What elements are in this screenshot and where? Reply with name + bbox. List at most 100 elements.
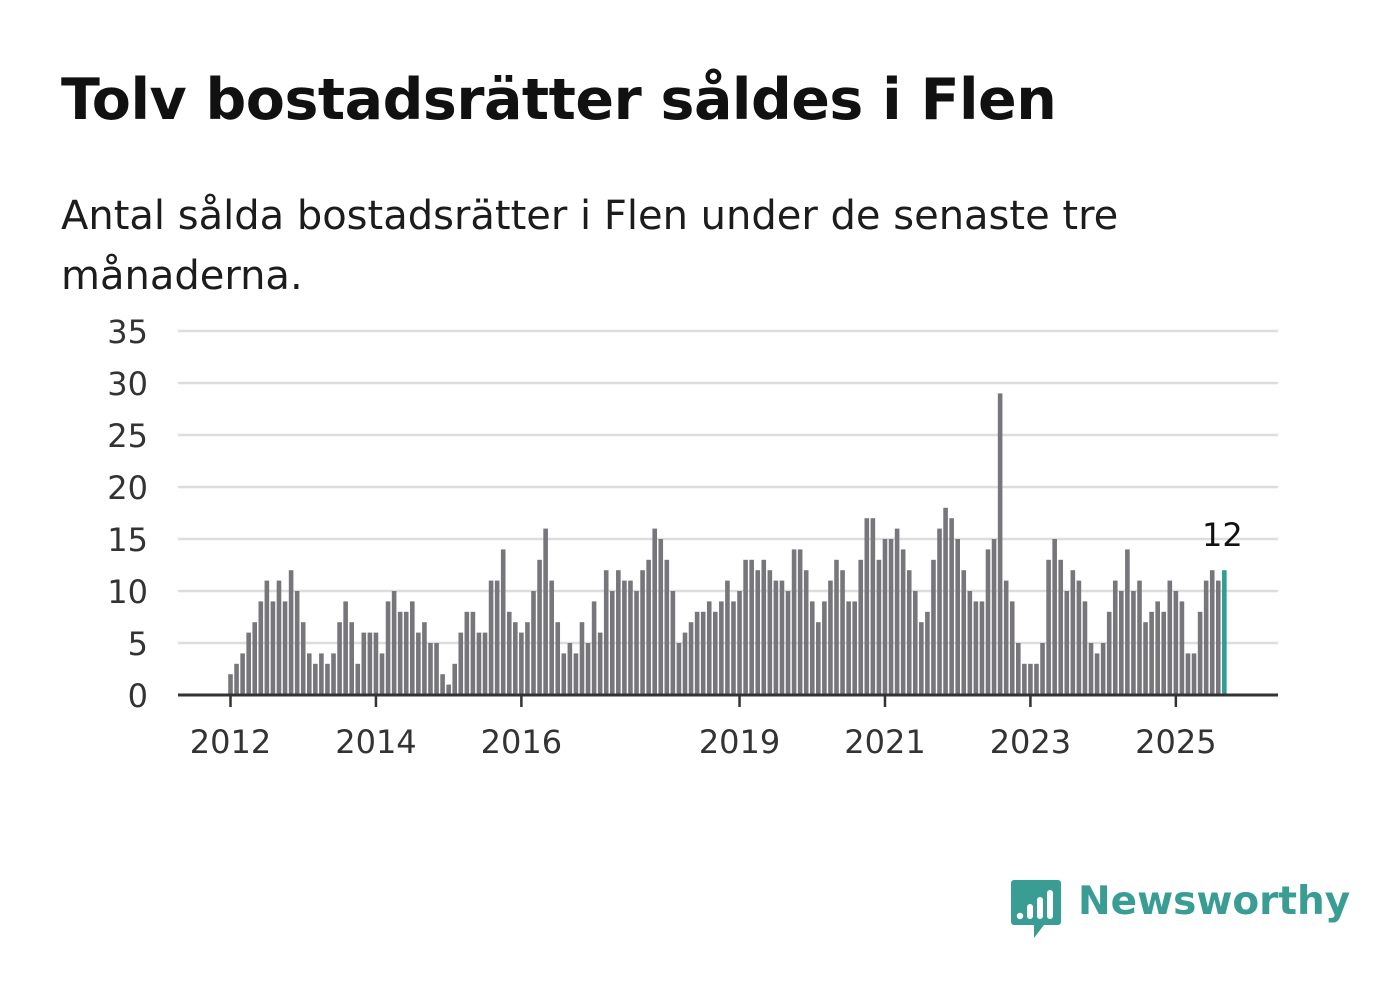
bar [410, 601, 415, 695]
bar [367, 632, 373, 695]
bar [870, 518, 876, 695]
bar [906, 570, 912, 695]
bar [1161, 611, 1167, 695]
bar [1076, 580, 1082, 695]
bar [331, 653, 336, 695]
bar [270, 601, 276, 695]
x-tick-label: 2021 [844, 723, 925, 761]
bar [1082, 601, 1088, 695]
bar [500, 549, 506, 695]
bar [840, 570, 845, 695]
bar [664, 559, 670, 695]
bar [1106, 611, 1112, 695]
bar [1088, 643, 1094, 695]
bar [888, 539, 894, 695]
bar [658, 539, 664, 695]
bar [985, 549, 991, 695]
bar [797, 549, 803, 695]
bar [555, 622, 561, 695]
bar [1040, 643, 1045, 695]
bar [458, 632, 464, 695]
bar [446, 684, 451, 695]
bar [1173, 591, 1179, 695]
bar [361, 632, 367, 695]
x-tick-label: 2019 [699, 723, 780, 761]
bar [876, 559, 882, 695]
bar [1034, 663, 1039, 695]
bars [228, 393, 1227, 695]
bar [1215, 580, 1221, 695]
bar [822, 601, 827, 695]
bar [1003, 580, 1009, 695]
bar [597, 632, 603, 695]
bar [313, 663, 318, 695]
bar [294, 591, 300, 695]
bar [488, 580, 494, 695]
bar [403, 611, 409, 695]
bar [464, 611, 470, 695]
bar [1149, 611, 1154, 695]
bar [579, 622, 585, 695]
bar [422, 622, 427, 695]
x-tick-label: 2025 [1135, 723, 1216, 761]
bar [288, 570, 294, 695]
bar [264, 580, 270, 695]
bar [549, 580, 554, 695]
y-tick-label: 35 [107, 313, 148, 351]
bar [931, 559, 936, 695]
bar [773, 580, 779, 695]
bar [912, 591, 918, 695]
bar-chart-icon [1011, 880, 1061, 938]
bar [1064, 591, 1070, 695]
bar [482, 632, 488, 695]
bar [961, 570, 967, 695]
bar [246, 632, 251, 695]
bar [949, 518, 954, 695]
y-tick-label: 30 [107, 365, 148, 403]
bar [1125, 549, 1130, 695]
bar [640, 570, 645, 695]
chart-title: Tolv bostadsrätter såldes i Flen [61, 67, 1057, 133]
x-tick-label: 2016 [481, 723, 562, 761]
bar [385, 601, 391, 695]
bar [785, 591, 791, 695]
bar [670, 591, 676, 695]
bar [337, 622, 342, 695]
bar [616, 570, 621, 695]
bar [1131, 591, 1136, 695]
bar [997, 393, 1003, 695]
bar [943, 507, 948, 695]
bar [828, 580, 833, 695]
bar [1179, 601, 1185, 695]
bar [585, 643, 591, 695]
bar [391, 591, 397, 695]
bar [506, 611, 512, 695]
bar [1112, 580, 1118, 695]
bar [937, 528, 942, 695]
bar [252, 622, 258, 695]
bar [755, 570, 761, 695]
bar [973, 601, 979, 695]
bar [379, 653, 385, 695]
bar [494, 580, 500, 695]
grid-lines [178, 329, 1278, 645]
brand-name: Newsworthy [1078, 879, 1351, 924]
bar [925, 611, 930, 695]
bar [349, 622, 354, 695]
bar [519, 632, 524, 695]
y-tick-label: 10 [107, 573, 148, 611]
bar [306, 653, 312, 695]
chart-subtitle: Antal sålda bostadsrätter i Flen under d… [61, 193, 1119, 299]
bar [258, 601, 264, 695]
bar [628, 580, 633, 695]
x-axis-ticks: 2012 2014 2016 2019 2021 2023 2025 [190, 695, 1217, 761]
bar [731, 601, 736, 695]
bar [561, 653, 567, 695]
bar [531, 591, 536, 695]
bar [567, 643, 573, 695]
bar [834, 559, 839, 695]
bar [882, 539, 888, 695]
bar [864, 518, 870, 695]
bar [282, 601, 288, 695]
